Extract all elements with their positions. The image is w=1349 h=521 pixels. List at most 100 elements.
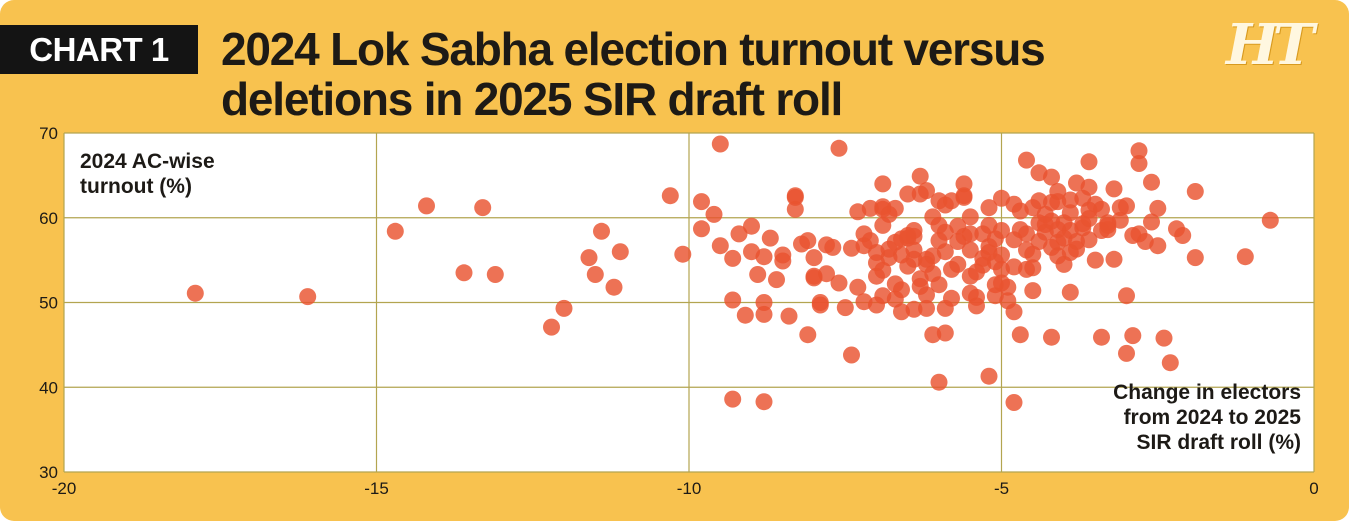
data-point [930,373,948,391]
data-point [780,307,798,325]
data-point [474,199,492,217]
data-point [893,303,910,321]
data-point [1118,197,1135,215]
data-point [730,225,748,243]
data-point [961,225,979,243]
data-point [936,223,954,241]
data-point [1161,354,1179,372]
data-point [799,326,817,344]
data-point [1030,164,1048,182]
data-point [886,233,904,251]
data-point [299,288,317,306]
data-point [593,222,610,240]
data-point [1186,183,1204,200]
x-tick-label: -15 [364,479,389,498]
data-point [993,274,1010,292]
data-point [1005,303,1023,321]
data-point [605,278,623,296]
data-point [724,390,742,408]
data-point [1080,178,1098,196]
chart-title-line-2: deletions in 2025 SIR draft roll [221,73,843,125]
data-point [1236,248,1254,266]
data-point [818,236,835,254]
data-point [1061,204,1079,222]
data-point [955,175,973,193]
data-point [830,274,848,292]
data-point [805,249,823,267]
data-point [1149,199,1167,217]
x-tick-label: -5 [994,479,1009,498]
data-point [993,260,1010,278]
data-point [886,199,904,217]
data-point [955,188,973,206]
data-point [661,187,679,205]
data-point [861,199,879,217]
data-point [755,248,773,266]
data-point [1143,173,1160,191]
data-point [1024,199,1042,217]
data-point [893,246,910,264]
data-point [1049,247,1067,265]
data-point [186,284,204,302]
data-point [749,266,767,283]
data-point [418,197,435,215]
data-point [868,254,885,272]
y-tick-label: 60 [39,209,58,228]
data-point [886,275,904,293]
data-point [611,243,629,261]
data-point [993,189,1010,207]
y-axis-label: 2024 AC-wise turnout (%) [80,150,215,198]
data-point [1036,205,1054,223]
data-point [555,299,573,317]
data-points [186,135,1279,411]
data-point [986,230,1004,248]
ht-logo: HT [1226,12,1315,78]
data-point [743,217,760,235]
data-point [1061,283,1079,301]
y-tick-label: 40 [39,378,58,397]
data-point [1024,245,1042,263]
data-point [1130,155,1148,172]
data-point [874,175,892,193]
data-point [786,200,804,218]
data-point [1043,328,1060,346]
data-point [855,293,873,311]
data-point [724,249,742,267]
data-point [1030,233,1048,250]
data-point [674,245,692,263]
data-point [711,237,729,255]
data-point [911,185,929,203]
data-point [755,393,773,411]
data-point [936,299,954,317]
data-point [849,278,867,296]
data-point [455,264,473,282]
y-tick-label: 70 [39,124,58,143]
data-point [993,246,1010,264]
chart-number-label: CHART 1 [0,25,198,74]
y-axis-ticks: 30 40 50 60 70 [39,124,58,482]
data-point [980,367,998,385]
x-tick-label: 0 [1309,479,1318,498]
data-point [1105,180,1123,198]
y-tick-label: 30 [39,463,58,482]
data-point [386,222,404,240]
data-point [949,255,967,273]
data-point [1099,221,1117,239]
data-point [980,199,998,217]
data-point [968,263,985,281]
data-point [486,266,504,283]
data-point [905,227,923,245]
data-point [1080,210,1098,228]
data-point [705,205,723,223]
data-point [1118,287,1135,305]
data-point [980,216,998,234]
data-point [918,299,935,317]
data-point [930,192,948,210]
data-point [1143,213,1160,231]
data-point [924,326,942,344]
data-point [961,208,979,226]
data-point [1186,249,1204,267]
data-point [1174,227,1192,244]
x-tick-label: -20 [52,479,77,498]
